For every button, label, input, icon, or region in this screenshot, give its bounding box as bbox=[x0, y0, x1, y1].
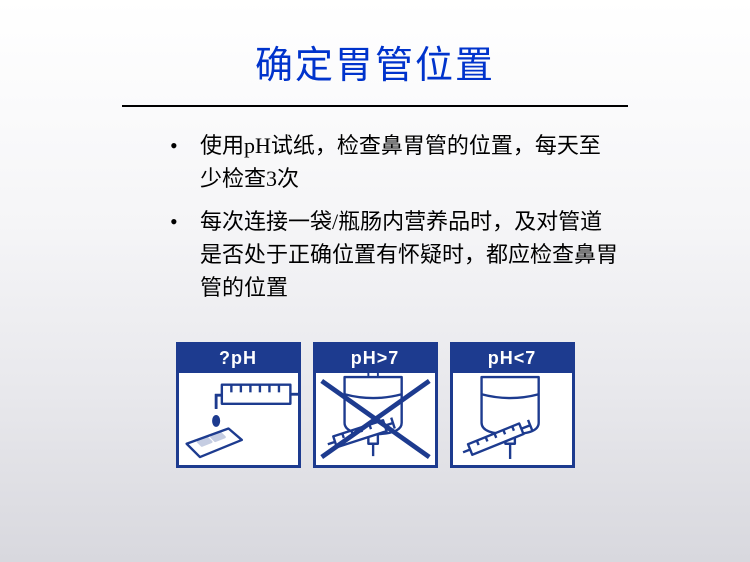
bullet-item: 使用pH试纸，检查鼻胃管的位置，每天至少检查3次 bbox=[170, 129, 620, 195]
panel-header: pH>7 bbox=[316, 345, 435, 373]
bullet-list: 使用pH试纸，检查鼻胃管的位置，每天至少检查3次 每次连接一袋/瓶肠内营养品时，… bbox=[170, 129, 620, 304]
title-divider bbox=[122, 105, 628, 107]
panel-ph-test: ?pH bbox=[176, 342, 301, 468]
ph-gt7-icon bbox=[316, 373, 435, 465]
panel-ph-lt7: pH<7 bbox=[450, 342, 575, 468]
panel-header: pH<7 bbox=[453, 345, 572, 373]
panel-body bbox=[316, 373, 435, 465]
panel-ph-gt7: pH>7 bbox=[313, 342, 438, 468]
panel-body bbox=[179, 373, 298, 465]
panel-body bbox=[453, 373, 572, 465]
page-title: 确定胃管位置 bbox=[0, 34, 750, 89]
bullet-item: 每次连接一袋/瓶肠内营养品时，及对管道是否处于正确位置有怀疑时，都应检查鼻胃管的… bbox=[170, 205, 620, 304]
panel-header: ?pH bbox=[179, 345, 298, 373]
ph-test-icon bbox=[179, 373, 298, 465]
title-wrap: 确定胃管位置 bbox=[0, 0, 750, 99]
ph-panels: ?pH bbox=[0, 342, 750, 468]
ph-lt7-icon bbox=[453, 373, 572, 465]
